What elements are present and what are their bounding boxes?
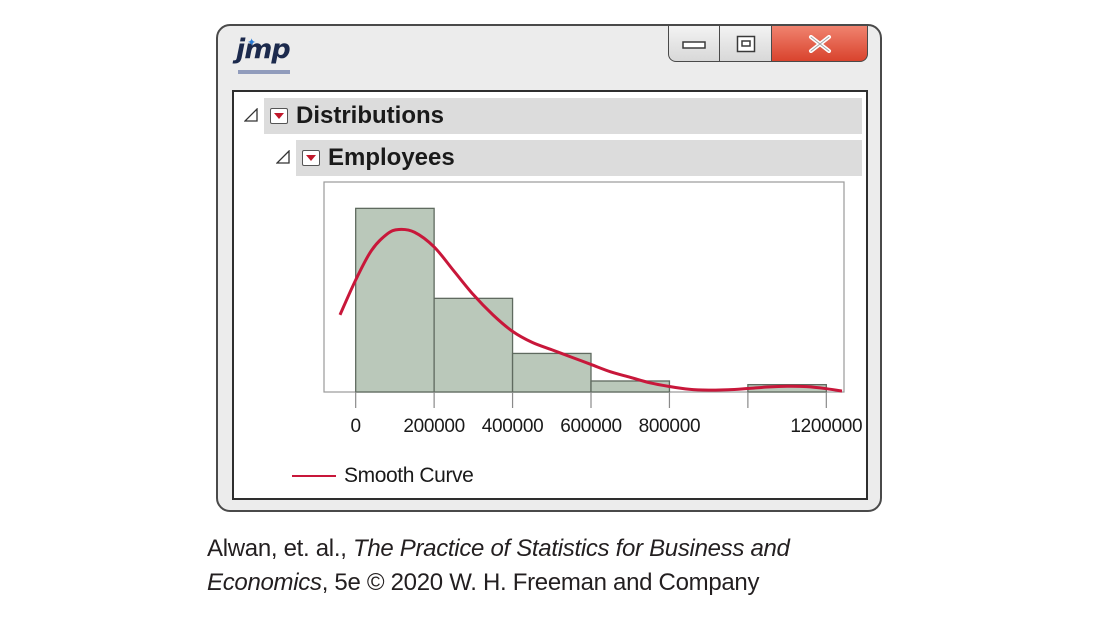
jmp-logo-icon: jmp ✦ — [236, 34, 306, 82]
close-icon — [808, 34, 831, 53]
disclosure-triangle-icon[interactable] — [244, 108, 258, 122]
legend: Smooth Curve — [292, 464, 474, 488]
logo-star-icon: ✦ — [247, 37, 257, 49]
x-tick-label: 600000 — [560, 416, 622, 437]
logo-text: jmp — [236, 34, 291, 65]
section-title-distributions: Distributions — [296, 102, 444, 129]
restore-icon — [736, 35, 755, 52]
disclosure-triangle-icon[interactable] — [276, 150, 290, 164]
histogram-chart: 0 200000 400000 600000 800000 1200000 — [323, 181, 863, 437]
red-triangle-menu-icon[interactable] — [302, 150, 320, 166]
x-tick-label: 200000 — [403, 416, 465, 437]
close-button[interactable] — [772, 26, 868, 62]
x-tick-label: 1200000 — [790, 416, 862, 437]
window-controls — [668, 26, 868, 64]
jmp-window: jmp ✦ Distributions — [216, 24, 882, 512]
histogram-bar — [433, 297, 514, 393]
histogram-bar — [355, 207, 435, 393]
legend-label: Smooth Curve — [344, 464, 474, 487]
caption-title-part-2: Economics — [207, 569, 322, 596]
x-tick-label: 400000 — [482, 416, 544, 437]
minimize-button[interactable] — [668, 26, 720, 62]
caption-line-2: Economics, 5e © 2020 W. H. Freeman and C… — [207, 566, 790, 600]
caption-line-1: Alwan, et. al., The Practice of Statisti… — [207, 532, 790, 566]
red-triangle-menu-icon[interactable] — [270, 108, 288, 124]
caption-publisher: , 5e © 2020 W. H. Freeman and Company — [321, 569, 760, 596]
minimize-icon — [682, 40, 706, 49]
outline-distributions[interactable]: Distributions — [264, 98, 862, 134]
caption-authors: Alwan, et. al., — [207, 535, 353, 562]
legend-line-swatch — [292, 475, 336, 477]
maximize-button[interactable] — [720, 26, 772, 62]
outline-employees[interactable]: Employees — [296, 140, 862, 176]
section-title-employees: Employees — [328, 144, 455, 171]
x-tick-label: 800000 — [639, 416, 701, 437]
report-content: Distributions Employees 0 200000 400000 600… — [232, 90, 868, 500]
x-tick-label: 0 — [351, 416, 361, 437]
histogram-bar — [590, 380, 671, 393]
logo-tagline-icon — [238, 70, 290, 74]
source-caption: Alwan, et. al., The Practice of Statisti… — [207, 532, 790, 600]
smooth-curve-line — [338, 227, 843, 393]
caption-title-part-1: The Practice of Statistics for Business … — [352, 535, 790, 562]
